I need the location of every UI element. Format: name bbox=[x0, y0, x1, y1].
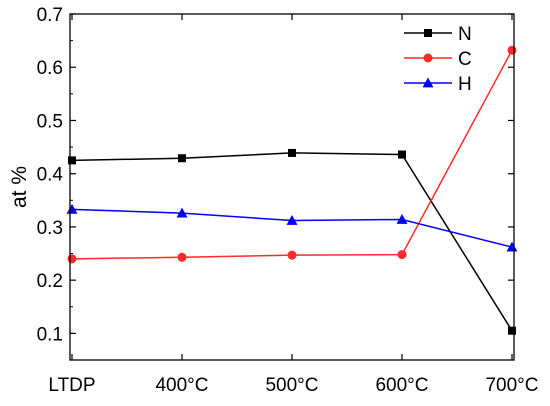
series-line bbox=[71, 208, 513, 248]
data-point bbox=[176, 207, 188, 218]
legend-label: H bbox=[458, 74, 472, 95]
data-point bbox=[506, 241, 518, 252]
data-point bbox=[396, 213, 408, 224]
series-line bbox=[71, 152, 513, 332]
legend-entry-C: C bbox=[404, 49, 472, 70]
x-tick-label: 500°C bbox=[265, 375, 318, 396]
data-point bbox=[288, 148, 296, 157]
y-tick-label: 0.3 bbox=[37, 218, 63, 239]
y-tick-label: 0.6 bbox=[37, 58, 63, 79]
legend-marker bbox=[424, 29, 432, 37]
data-point bbox=[507, 45, 517, 55]
series-H bbox=[66, 203, 518, 252]
data-point bbox=[286, 215, 298, 225]
data-point bbox=[398, 150, 406, 159]
data-point bbox=[287, 250, 297, 260]
legend-entry-N: N bbox=[404, 24, 472, 45]
legend-label: C bbox=[458, 49, 472, 70]
data-point bbox=[66, 203, 78, 214]
data-point bbox=[508, 326, 516, 335]
data-point bbox=[397, 250, 407, 260]
data-point bbox=[68, 156, 76, 165]
x-tick-label: 400°C bbox=[155, 375, 208, 396]
legend-entry-H: H bbox=[404, 74, 472, 95]
plot-frame bbox=[69, 13, 515, 361]
y-tick-label: 0.1 bbox=[37, 324, 63, 345]
y-tick-label: 0.5 bbox=[37, 111, 63, 132]
x-tick-label: LTDP bbox=[48, 375, 95, 396]
x-axis-ticks: LTDP 400°C 500°C 600°C 700°C bbox=[48, 14, 539, 396]
y-tick-label: 0.4 bbox=[37, 165, 64, 186]
y-axis-title: at % bbox=[8, 166, 31, 208]
y-tick-label: 0.7 bbox=[37, 5, 63, 26]
series-layer bbox=[66, 45, 518, 335]
data-point bbox=[67, 254, 77, 264]
data-point bbox=[178, 154, 186, 163]
x-tick-label: 700°C bbox=[485, 375, 538, 396]
y-tick-label: 0.2 bbox=[37, 271, 63, 292]
legend-marker bbox=[422, 77, 434, 88]
data-point bbox=[177, 252, 187, 262]
legend-marker bbox=[423, 53, 433, 63]
legend-label: N bbox=[458, 24, 472, 45]
legend: NCH bbox=[404, 24, 472, 95]
series-N bbox=[68, 148, 516, 335]
x-tick-label: 600°C bbox=[375, 375, 428, 396]
